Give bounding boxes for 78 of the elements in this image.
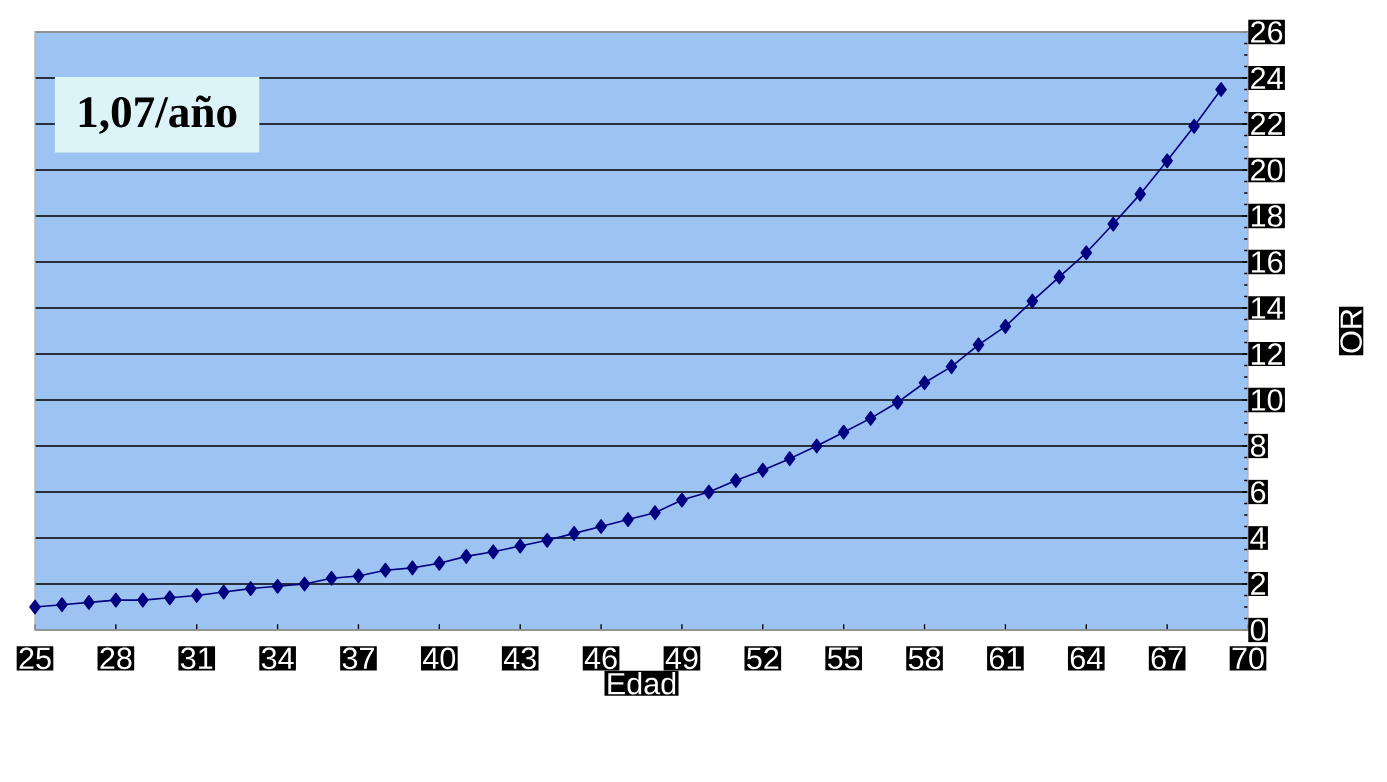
x-tick-label: 64 <box>1070 647 1103 670</box>
point <box>137 592 149 608</box>
y-tick-label: 0 <box>1250 619 1266 641</box>
x-tick-label: 34 <box>261 647 294 670</box>
y-tick-label: 2 <box>1251 573 1266 595</box>
x-tick-label: 67 <box>1151 647 1183 670</box>
point <box>325 570 338 586</box>
x-tick-label: 25 <box>19 647 51 670</box>
x-tick-label: 37 <box>342 647 374 670</box>
y-axis-title: OR <box>1340 309 1362 353</box>
point <box>945 359 958 375</box>
y-tick-label: 16 <box>1251 251 1283 273</box>
point <box>703 484 715 500</box>
point <box>1188 118 1200 134</box>
point <box>29 599 41 615</box>
x-tick-label: 49 <box>665 647 698 670</box>
point <box>164 590 176 606</box>
point <box>757 462 769 478</box>
point <box>83 594 95 610</box>
y-tick-label: 20 <box>1251 159 1283 181</box>
x-tick-label: 46 <box>584 647 617 670</box>
point <box>1053 269 1066 285</box>
x-tick-label: 61 <box>989 647 1021 670</box>
point <box>1026 293 1039 309</box>
point <box>972 337 985 353</box>
y-tick-label: 18 <box>1251 205 1283 227</box>
x-tick-label: 70 <box>1232 647 1264 670</box>
y-tick-label: 8 <box>1250 435 1266 457</box>
point <box>406 560 419 576</box>
point <box>514 538 526 554</box>
point <box>433 555 446 571</box>
point <box>1161 153 1173 169</box>
x-axis-title: Edad <box>608 672 676 695</box>
point <box>298 576 311 592</box>
point <box>487 544 500 560</box>
point <box>730 473 742 488</box>
point <box>837 424 850 440</box>
y-tick-label: 10 <box>1251 389 1283 411</box>
x-tick-label: 31 <box>180 647 213 670</box>
point <box>864 410 877 426</box>
point <box>217 584 230 600</box>
point <box>622 512 634 528</box>
point <box>460 548 473 564</box>
x-tick-label: 52 <box>747 647 779 670</box>
x-tick-label: 28 <box>100 647 132 670</box>
x-tick-label: 43 <box>503 647 536 670</box>
point <box>810 438 823 454</box>
point <box>1107 216 1120 232</box>
point <box>676 492 688 508</box>
point <box>568 525 580 541</box>
point <box>271 578 284 594</box>
y-tick-label: 22 <box>1251 113 1283 135</box>
y-tick-label: 26 <box>1251 21 1283 43</box>
x-tick-label: 58 <box>908 647 941 670</box>
y-tick-label: 6 <box>1251 481 1266 503</box>
point <box>190 588 203 603</box>
point <box>649 505 661 521</box>
point <box>595 519 607 534</box>
annotation: 1,07/año <box>79 95 237 134</box>
point <box>783 451 796 467</box>
point <box>56 597 68 613</box>
y-tick-label: 12 <box>1251 343 1283 365</box>
point <box>891 394 904 410</box>
y-tick-label: 24 <box>1251 67 1283 89</box>
y-tick-label: 4 <box>1250 527 1266 549</box>
point <box>999 318 1012 334</box>
point <box>352 568 365 584</box>
point <box>918 375 931 391</box>
point <box>1080 245 1093 261</box>
point <box>110 592 122 608</box>
point <box>379 562 392 578</box>
point <box>244 581 257 597</box>
point <box>1134 186 1146 202</box>
point <box>541 532 553 548</box>
x-tick-label: 40 <box>423 647 456 670</box>
point <box>1215 82 1227 97</box>
x-tick-label: 55 <box>827 647 860 669</box>
y-tick-label: 14 <box>1251 297 1283 319</box>
